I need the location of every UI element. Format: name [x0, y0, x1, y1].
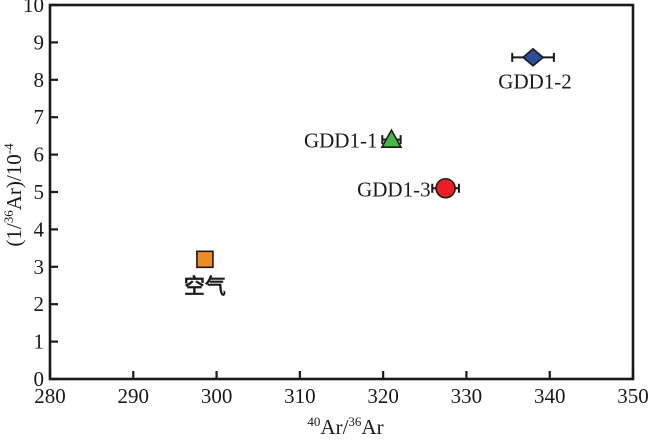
data-point-3: GDD1-3	[357, 177, 460, 201]
x-axis-title: 40Ar/36Ar	[307, 414, 383, 439]
y-tick-label: 6	[34, 143, 45, 167]
y-tick-label: 0	[34, 367, 45, 391]
data-point-2: GDD1-1	[304, 128, 403, 153]
y-tick-label: 3	[34, 255, 45, 279]
point-label: GDD1-2	[498, 69, 572, 93]
x-tick-label: 280	[34, 384, 66, 408]
point-label: GDD1-3	[357, 177, 431, 201]
point-label: 空气	[184, 274, 226, 298]
y-tick-label: 1	[34, 330, 45, 354]
data-point-1: 空气	[184, 250, 226, 298]
y-axis-title: (1/36Ar)/10-4	[1, 143, 26, 247]
plot-frame	[48, 3, 635, 381]
marker-diamond	[521, 47, 545, 67]
point-label: GDD1-1	[304, 129, 378, 153]
marker-triangle	[380, 128, 403, 148]
y-tick-label: 5	[34, 180, 45, 204]
x-tick-label: 350	[617, 384, 649, 408]
x-tick-label: 310	[284, 384, 316, 408]
data-point-4: GDD1-2	[498, 47, 572, 93]
x-tick-label: 290	[118, 384, 150, 408]
y-tick-label: 10	[23, 0, 44, 17]
x-tick-label: 320	[367, 384, 399, 408]
y-tick-label: 7	[34, 105, 45, 129]
x-tick-label: 340	[534, 384, 566, 408]
y-tick-label: 9	[34, 30, 45, 54]
marker-circle	[435, 177, 456, 199]
y-tick-label: 4	[34, 217, 45, 241]
x-tick-label: 330	[451, 384, 483, 408]
y-tick-label: 8	[34, 68, 45, 92]
y-tick-label: 2	[34, 292, 45, 316]
x-tick-label: 300	[201, 384, 233, 408]
marker-square	[196, 250, 214, 269]
